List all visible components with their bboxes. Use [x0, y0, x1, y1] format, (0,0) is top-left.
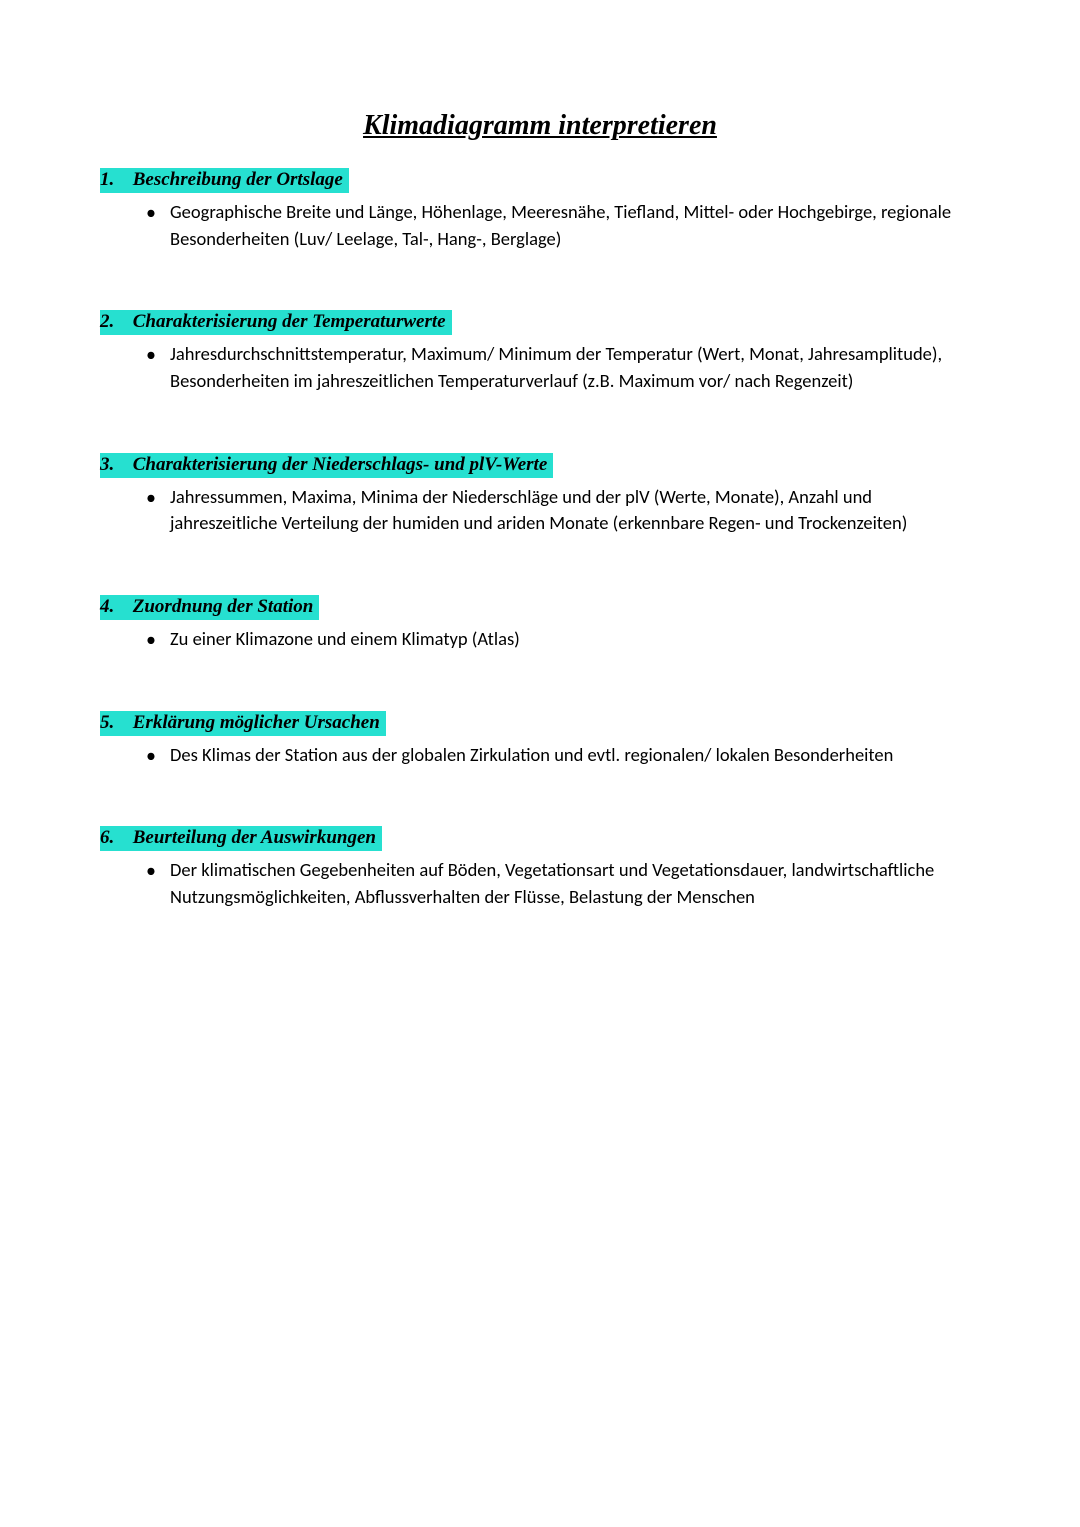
section-heading-text: Beurteilung der Auswirkungen [133, 827, 376, 848]
section: 5. Erklärung möglicher Ursachen Des Klima… [100, 711, 980, 769]
list-item: Der klimatischen Gegebenheiten auf Böden… [170, 857, 980, 911]
section-heading: 5. Erklärung möglicher Ursachen [100, 711, 386, 736]
list-item: Jahresdurchschnittstemperatur, Maximum/ … [170, 341, 980, 395]
section-number: 3. [100, 454, 128, 477]
section-heading-text: Erklärung möglicher Ursachen [133, 712, 380, 733]
section-heading: 2. Charakterisierung der Temperaturwerte [100, 310, 452, 335]
document-page: Klimadiagramm interpretieren 1. Beschrei… [0, 0, 1080, 911]
section-heading-text: Charakterisierung der Niederschlags- und… [133, 454, 548, 475]
section-item-list: Geographische Breite und Länge, Höhenlag… [100, 199, 980, 253]
section: 3. Charakterisierung der Niederschlags- … [100, 453, 980, 537]
section-number: 5. [100, 712, 128, 735]
section-heading-text: Zuordnung der Station [133, 596, 314, 617]
section-number: 6. [100, 827, 128, 850]
list-item: Des Klimas der Station aus der globalen … [170, 742, 980, 769]
section-number: 2. [100, 311, 128, 334]
section-heading: 3. Charakterisierung der Niederschlags- … [100, 453, 553, 478]
section-number: 1. [100, 169, 128, 192]
section-heading-text: Charakterisierung der Temperaturwerte [133, 311, 446, 332]
section-item-list: Jahresdurchschnittstemperatur, Maximum/ … [100, 341, 980, 395]
section-heading-text: Beschreibung der Ortslage [133, 169, 343, 190]
list-item: Zu einer Klimazone und einem Klimatyp (A… [170, 626, 980, 653]
section-heading: 4. Zuordnung der Station [100, 595, 319, 620]
section: 4. Zuordnung der Station Zu einer Klimazo… [100, 595, 980, 653]
section: 6. Beurteilung der Auswirkungen Der klima… [100, 826, 980, 910]
sections-container: 1. Beschreibung der Ortslage Geographisch… [100, 168, 980, 911]
section: 2. Charakterisierung der Temperaturwerte… [100, 310, 980, 394]
section-item-list: Zu einer Klimazone und einem Klimatyp (A… [100, 626, 980, 653]
section: 1. Beschreibung der Ortslage Geographisch… [100, 168, 980, 252]
section-number: 4. [100, 596, 128, 619]
section-heading: 6. Beurteilung der Auswirkungen [100, 826, 382, 851]
list-item: Jahressummen, Maxima, Minima der Nieders… [170, 484, 980, 538]
section-item-list: Des Klimas der Station aus der globalen … [100, 742, 980, 769]
list-item: Geographische Breite und Länge, Höhenlag… [170, 199, 980, 253]
section-item-list: Jahressummen, Maxima, Minima der Nieders… [100, 484, 980, 538]
section-item-list: Der klimatischen Gegebenheiten auf Böden… [100, 857, 980, 911]
section-heading: 1. Beschreibung der Ortslage [100, 168, 349, 193]
page-title: Klimadiagramm interpretieren [100, 110, 980, 142]
